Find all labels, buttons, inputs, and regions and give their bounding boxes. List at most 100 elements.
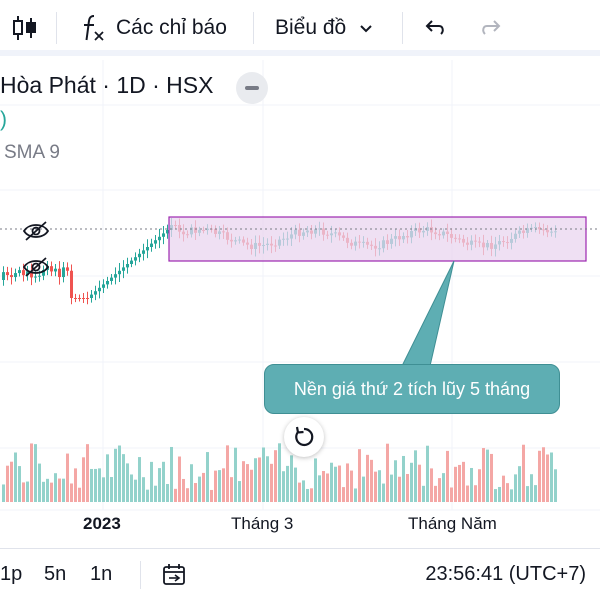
volume-bar — [534, 485, 537, 502]
volume-bar — [466, 485, 469, 502]
volume-bar — [414, 450, 417, 502]
indicators-label: Các chỉ báo — [116, 16, 227, 39]
volume-bar — [394, 460, 397, 502]
volume-bar — [98, 468, 101, 502]
volume-bar — [322, 471, 325, 502]
volume-bar — [530, 474, 533, 502]
volume-bar — [422, 485, 425, 502]
volume-bar — [326, 473, 329, 502]
undo-icon[interactable] — [422, 0, 448, 56]
volume-bar — [338, 465, 341, 502]
candle-body — [2, 272, 5, 280]
candle-body — [146, 247, 149, 251]
candle-body — [110, 277, 113, 281]
volume-bar — [362, 476, 365, 502]
chart-grid — [0, 60, 600, 511]
price-chart[interactable] — [0, 60, 600, 548]
candle-body — [82, 298, 85, 299]
range-1n-button[interactable]: 1n — [90, 563, 113, 585]
eye-off-icon[interactable] — [22, 256, 50, 278]
time-axis-label: Tháng 3 — [231, 514, 294, 533]
bottom-divider — [140, 561, 141, 589]
candle-body — [158, 236, 161, 241]
range-1p-button[interactable]: 1p — [0, 563, 23, 585]
eye-off-icon[interactable] — [22, 220, 50, 242]
candle-body — [22, 270, 25, 276]
candle-body — [70, 270, 73, 298]
volume-bar — [198, 476, 201, 502]
volume-bar — [350, 470, 353, 502]
candle-body — [30, 271, 33, 278]
volume-bar — [22, 482, 25, 502]
volume-bar — [150, 461, 153, 502]
volume-bar — [170, 446, 173, 502]
candle-body — [54, 268, 57, 272]
volume-bar — [386, 443, 389, 502]
candle-body — [114, 274, 117, 278]
candle-body — [58, 268, 61, 278]
volume-bar — [6, 465, 9, 502]
volume-bar — [306, 488, 309, 502]
volume-bar — [354, 488, 357, 502]
candle-body — [122, 267, 125, 271]
volume-bar — [154, 485, 157, 502]
candle-body — [166, 230, 169, 234]
candle-body — [118, 270, 121, 275]
volume-bar — [490, 453, 493, 502]
candle-body — [90, 294, 93, 298]
range-5n-button[interactable]: 5n — [44, 563, 67, 585]
volume-bar — [250, 469, 253, 502]
volume-bar — [70, 483, 73, 502]
volume-bar — [518, 466, 521, 502]
volume-bar — [254, 458, 257, 502]
redo-icon[interactable] — [478, 0, 504, 56]
indicators-button[interactable]: Các chỉ báo — [80, 0, 227, 56]
sma-indicator-label[interactable]: SMA 9 — [4, 142, 60, 163]
toolbar-divider — [56, 12, 57, 44]
volume-bar — [234, 447, 237, 502]
collapse-legend-button[interactable] — [236, 72, 268, 104]
time-axis-label: Tháng Năm — [408, 514, 497, 533]
volume-bar — [122, 454, 125, 502]
chart-type-dropdown[interactable]: Biểu đồ — [275, 0, 374, 56]
volume-bar — [2, 484, 5, 502]
volume-bar — [418, 464, 421, 502]
volume-bar — [554, 469, 557, 502]
date-range-icon[interactable] — [162, 563, 188, 587]
volume-bar — [486, 449, 489, 502]
candle-body — [154, 240, 157, 244]
candle-body — [66, 267, 69, 271]
volume-bar — [526, 486, 529, 502]
volume-bar — [474, 485, 477, 502]
volume-bar — [206, 452, 209, 502]
volume-bar — [546, 454, 549, 502]
volume-bar — [174, 488, 177, 502]
clock-timezone[interactable]: 23:56:41 (UTC+7) — [425, 563, 586, 585]
volume-bar — [26, 481, 29, 502]
volume-bar — [74, 468, 77, 502]
volume-bar — [334, 466, 337, 502]
volume-bar — [538, 450, 541, 502]
symbol-title[interactable]: Hòa Phát · 1D · HSX — [0, 72, 214, 98]
top-toolbar: Các chỉ báo Biểu đồ — [0, 0, 600, 56]
candle-body — [78, 298, 81, 299]
reset-chart-button[interactable] — [284, 417, 324, 457]
candle-body — [126, 264, 129, 268]
volume-bar — [542, 447, 545, 502]
candle-body — [34, 276, 37, 278]
volume-bar — [402, 455, 405, 502]
candle-body — [130, 260, 133, 264]
volume-bar — [390, 474, 393, 502]
volume-bar — [366, 454, 369, 502]
volume-bar — [130, 474, 133, 502]
volume-bar — [62, 478, 65, 502]
volume-bar — [82, 457, 85, 502]
volume-bar — [186, 488, 189, 502]
volume-bar — [210, 489, 213, 502]
candlestick-icon[interactable] — [10, 0, 40, 56]
annotation-callout[interactable]: Nền giá thứ 2 tích lũy 5 tháng — [264, 364, 560, 414]
volume-bar — [182, 478, 185, 502]
volume-bar — [286, 465, 289, 502]
volume-bar — [110, 477, 113, 502]
volume-bar — [218, 470, 221, 502]
